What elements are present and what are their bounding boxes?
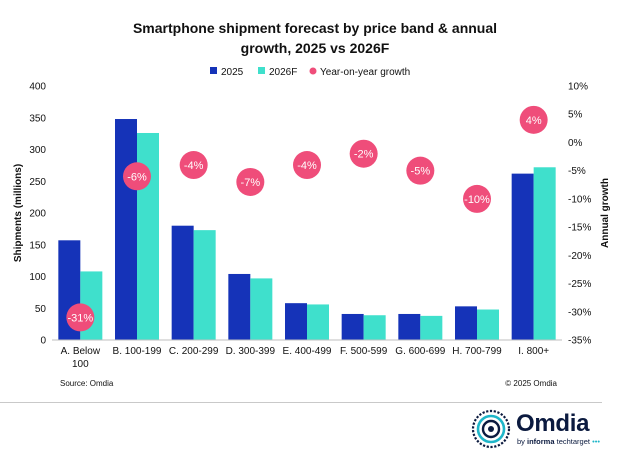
y2-tick-label: -25% — [568, 279, 591, 290]
legend-swatch-2026f — [258, 67, 265, 74]
growth-label-7: -10% — [464, 194, 490, 206]
x-tick-label: H. 700-799 — [452, 346, 502, 357]
bar-2025-5 — [341, 313, 364, 340]
x-tick-label: A. Below — [61, 346, 101, 357]
y2-tick-label: -5% — [568, 166, 586, 177]
source-note: Source: Omdia — [60, 379, 114, 388]
growth-dot-7 — [463, 184, 491, 213]
y-tick-label: 200 — [29, 209, 46, 220]
y-tick-label: 50 — [35, 304, 47, 315]
growth-dot-3 — [236, 167, 265, 196]
y2-tick-label: -35% — [568, 336, 591, 347]
omdia-emblem-icon — [471, 409, 511, 449]
footer-divider — [0, 402, 602, 403]
bar-2026f-4 — [307, 304, 329, 340]
omdia-tagline: by informa techtarget ••• — [517, 437, 600, 446]
y2-tick-label: -10% — [568, 194, 591, 205]
x-tick-label: C. 200-299 — [169, 346, 219, 357]
y2-tick-label: -30% — [568, 307, 591, 318]
growth-dot-1 — [123, 162, 151, 191]
x-tick-label: E. 400-499 — [283, 346, 332, 357]
bar-2025-6 — [398, 313, 421, 340]
x-tick-label: B. 100-199 — [113, 346, 162, 357]
x-tick-label: 100 — [72, 359, 89, 370]
omdia-logo: Omdia by informa techtarget ••• — [470, 408, 620, 450]
chart-title-line-2: growth, 2025 vs 2026F — [241, 40, 390, 56]
omdia-brand-name: Omdia — [516, 410, 590, 437]
tagline-company: informa — [527, 437, 555, 446]
y2-axis-label: Annual growth — [600, 178, 611, 248]
y-axis-label: Shipments (millions) — [13, 164, 24, 262]
growth-label-4: -4% — [297, 160, 317, 172]
y-tick-label: 400 — [29, 82, 46, 93]
bar-2026f-2 — [193, 230, 216, 340]
growth-label-1: -6% — [127, 171, 147, 183]
legend-label-2026f: 2026F — [269, 67, 297, 78]
growth-dot-0 — [66, 303, 95, 332]
bar-2026f-5 — [363, 315, 386, 340]
y2-tick-label: -20% — [568, 251, 591, 262]
bar-2025-4 — [285, 303, 307, 340]
growth-label-2: -4% — [184, 160, 204, 172]
tagline-by: by — [517, 437, 525, 446]
x-tick-label: D. 300-399 — [226, 346, 276, 357]
bar-2026f-3 — [250, 278, 273, 340]
x-tick-label: I. 800+ — [518, 346, 549, 357]
growth-label-5: -2% — [354, 149, 374, 161]
x-tick-label: F. 500-599 — [340, 346, 388, 357]
y-tick-label: 300 — [29, 145, 46, 156]
growth-dot-5 — [349, 139, 378, 168]
bar-2025-2 — [171, 225, 194, 340]
growth-dot-4 — [293, 151, 321, 180]
bar-2026f-7 — [477, 309, 499, 340]
chart-title-line-1: Smartphone shipment forecast by price ba… — [133, 20, 497, 36]
y-tick-label: 0 — [40, 336, 46, 347]
bar-2026f-6 — [420, 315, 443, 340]
y2-tick-label: 0% — [568, 138, 583, 149]
bar-2025-1 — [115, 119, 137, 341]
growth-label-8: 4% — [526, 115, 542, 127]
y-tick-label: 100 — [29, 272, 46, 283]
bar-2025-7 — [455, 306, 477, 340]
legend-label-growth: Year-on-year growth — [320, 67, 410, 78]
growth-label-6: -5% — [411, 166, 431, 178]
legend-marker-growth — [309, 67, 317, 75]
y2-tick-label: -15% — [568, 223, 591, 234]
bar-2025-8 — [511, 173, 534, 340]
y-tick-label: 150 — [29, 240, 46, 251]
y2-tick-label: 10% — [568, 82, 588, 93]
copyright-note: © 2025 Omdia — [505, 379, 557, 388]
y2-tick-label: 5% — [568, 110, 583, 121]
growth-label-0: -31% — [67, 312, 93, 324]
legend-label-2025: 2025 — [221, 67, 244, 78]
growth-label-3: -7% — [241, 177, 261, 189]
bar-2025-3 — [228, 273, 251, 340]
tagline-suffix: techtarget — [556, 437, 590, 446]
growth-dot-2 — [179, 151, 208, 180]
chart: Smartphone shipment forecast by price ba… — [13, 20, 611, 388]
growth-dot-8 — [519, 105, 548, 134]
x-tick-label: G. 600-699 — [395, 346, 445, 357]
legend-swatch-2025 — [210, 67, 217, 74]
legend: 2025 2026F Year-on-year growth — [210, 67, 410, 78]
y-tick-label: 250 — [29, 177, 46, 188]
bar-2026f-8 — [533, 167, 556, 340]
growth-dot-6 — [406, 156, 435, 185]
y-tick-label: 350 — [29, 113, 46, 124]
